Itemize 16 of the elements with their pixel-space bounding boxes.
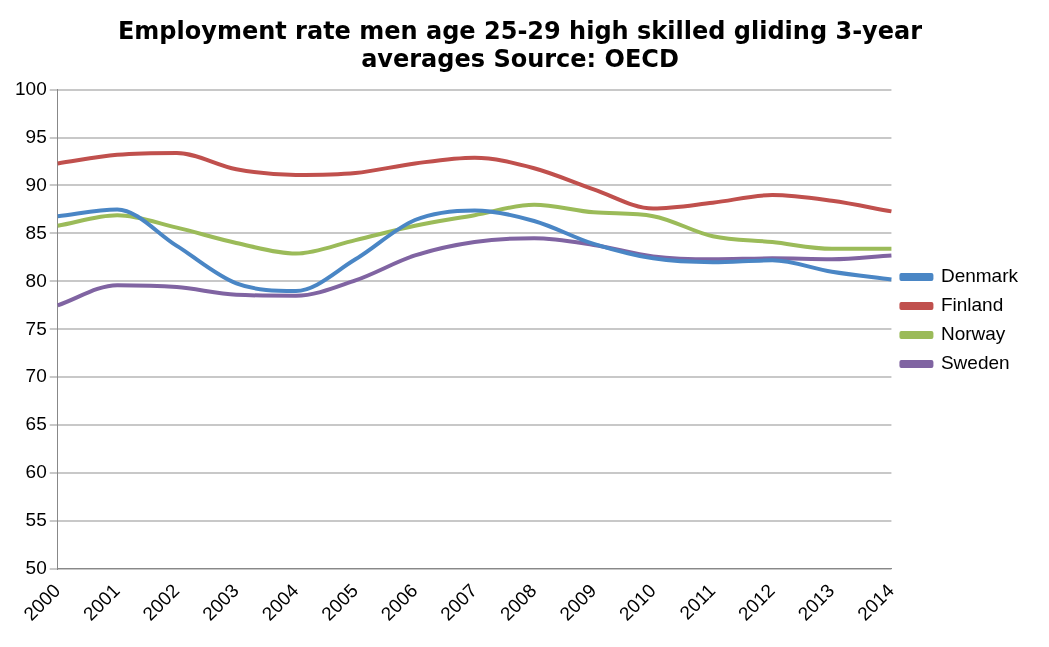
y-tick-label: 60 (25, 461, 47, 483)
legend-label: Denmark (940, 265, 1019, 287)
legend-label: Sweden (940, 352, 1010, 374)
y-tick-label: 100 (15, 77, 47, 99)
y-tick-label: 55 (25, 509, 47, 531)
y-tick-label: 75 (25, 317, 47, 339)
y-tick-label: 70 (25, 365, 47, 387)
y-tick-label: 85 (25, 221, 47, 243)
chart-title: Employment rate men age 25-29 high skilled gliding 3-year averages Source: OECD (117, 16, 923, 74)
legend-label: Norway (940, 323, 1006, 345)
y-tick-label: 90 (25, 173, 47, 195)
y-tick-label: 65 (25, 413, 47, 435)
y-tick-label: 50 (25, 557, 47, 579)
y-tick-label: 80 (25, 269, 47, 291)
legend-label: Finland (940, 294, 1004, 316)
y-tick-label: 95 (25, 125, 47, 147)
